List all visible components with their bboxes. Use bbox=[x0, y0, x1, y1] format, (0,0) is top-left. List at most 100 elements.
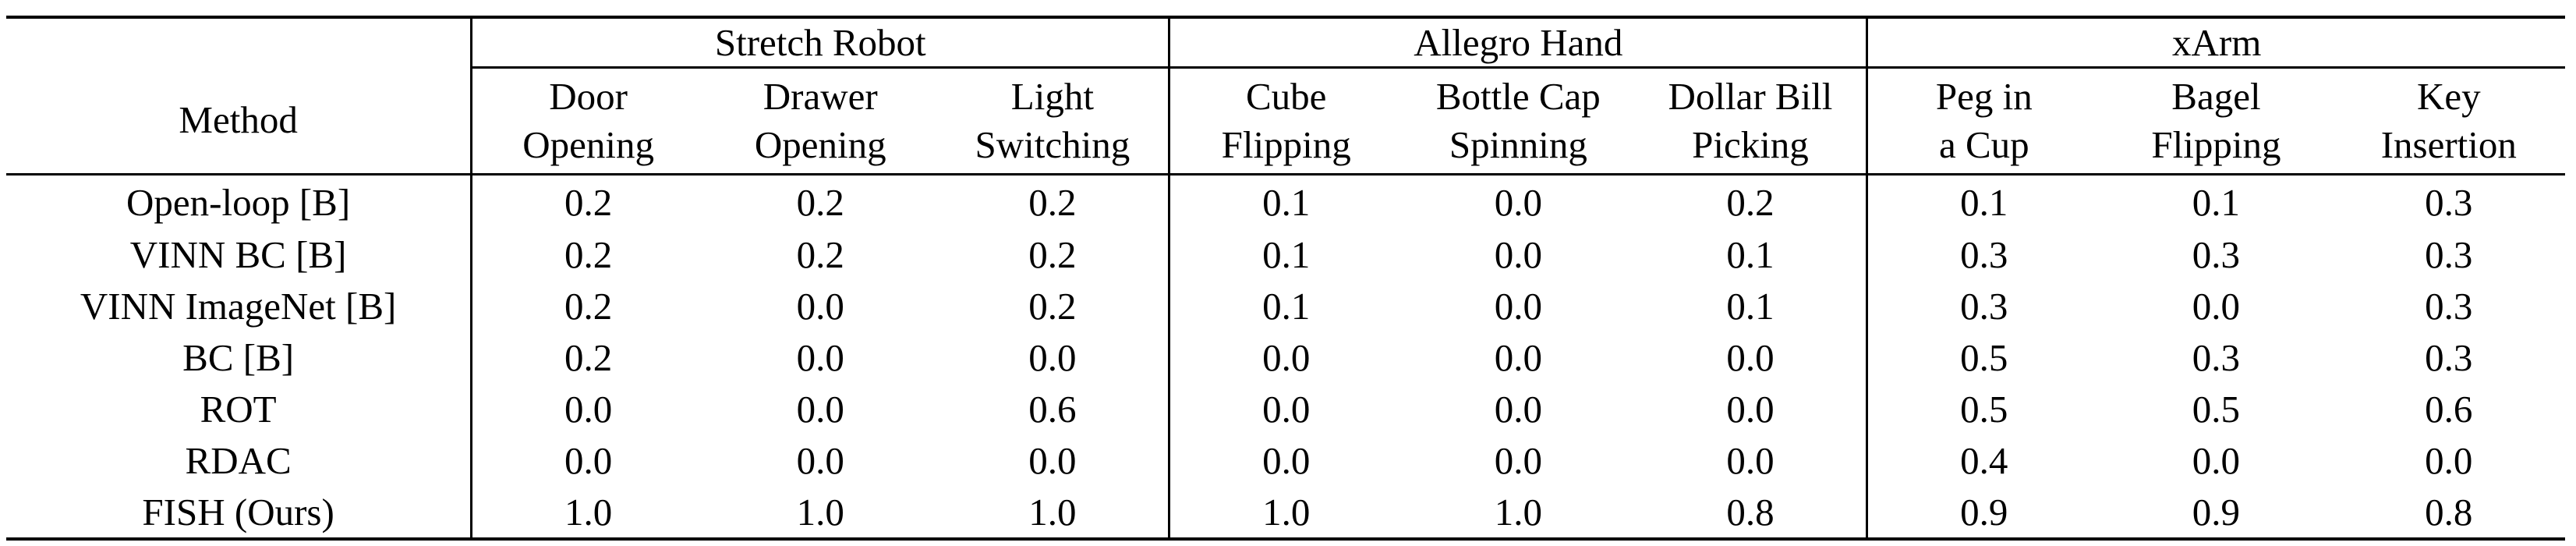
success-rate-cell: 0.0 bbox=[1634, 332, 1869, 383]
success-rate-cell: 0.1 bbox=[1634, 229, 1869, 280]
task-header-line: Flipping bbox=[1221, 123, 1351, 166]
task-header-cube-flipping: Cube Flipping bbox=[1169, 68, 1402, 175]
task-header-line: Bagel bbox=[2171, 75, 2261, 118]
task-header-bagel-flipping: Bagel Flipping bbox=[2100, 68, 2332, 175]
method-name-cell: VINN ImageNet [B] bbox=[6, 280, 473, 332]
task-header-bottle-cap-spinning: Bottle Cap Spinning bbox=[1402, 68, 1634, 175]
success-rate-cell: 0.5 bbox=[2192, 387, 2241, 431]
success-rate-cell: 0.0 bbox=[1634, 434, 1869, 486]
task-header-line: Light bbox=[1010, 75, 1094, 118]
success-rate-cell: 0.2 bbox=[564, 180, 613, 224]
success-rate-cell: 0.8 bbox=[2425, 490, 2473, 534]
table-body: Open-loop [B] 0.2 0.2 0.2 0.1 0.0 0.2 0.1 0.1 0.3… bbox=[6, 174, 2565, 539]
method-name-cell: FISH (Ours) bbox=[6, 486, 473, 539]
task-header-line: Key bbox=[2416, 75, 2481, 118]
success-rate-cell: 0.0 bbox=[936, 434, 1171, 486]
success-rate-cell: 0.3 bbox=[2425, 232, 2473, 276]
success-rate-cell: 0.1 bbox=[1262, 232, 1311, 276]
success-rate-cell: 0.2 bbox=[936, 229, 1171, 280]
task-header-line: Cube bbox=[1246, 75, 1327, 118]
success-rate-cell: 0.0 bbox=[1262, 387, 1311, 431]
task-header-line: Spinning bbox=[1449, 123, 1587, 166]
success-rate-cell: 1.0 bbox=[936, 486, 1171, 539]
task-header-light-switching: Light Switching bbox=[936, 67, 1171, 175]
task-header-line: Opening bbox=[754, 123, 886, 166]
success-rate-cell: 0.0 bbox=[796, 335, 844, 379]
success-rate-cell: 0.1 bbox=[1262, 180, 1311, 224]
success-rate-cell: 0.0 bbox=[1494, 232, 1542, 276]
success-rate-cell: 0.2 bbox=[936, 174, 1171, 229]
success-rate-cell: 1.0 bbox=[1262, 490, 1311, 534]
success-rate-cell: 0.0 bbox=[1494, 284, 1542, 328]
task-header-dollar-bill-picking: Dollar Bill Picking bbox=[1634, 67, 1869, 175]
task-header-line: Opening bbox=[522, 123, 655, 166]
success-rate-cell: 0.0 bbox=[1494, 387, 1542, 431]
success-rate-cell: 0.1 bbox=[1262, 284, 1311, 328]
success-rate-cell: 0.0 bbox=[796, 284, 844, 328]
success-rate-cell: 0.1 bbox=[2192, 180, 2241, 224]
success-rate-cell: 0.2 bbox=[1634, 174, 1869, 229]
success-rate-cell: 0.3 bbox=[2192, 335, 2241, 379]
group-header-stretch-robot: Stretch Robot bbox=[471, 17, 1171, 69]
success-rate-cell: 0.2 bbox=[564, 284, 613, 328]
success-rate-cell: 0.2 bbox=[796, 232, 844, 276]
success-rate-cell: 0.0 bbox=[564, 387, 613, 431]
task-header-line: Door bbox=[549, 75, 628, 118]
success-rate-cell: 0.0 bbox=[1494, 438, 1542, 482]
success-rate-cell: 0.0 bbox=[796, 387, 844, 431]
method-name-cell: Open-loop [B] bbox=[6, 174, 473, 229]
task-header-drawer-opening: Drawer Opening bbox=[704, 68, 936, 175]
success-rate-cell: 1.0 bbox=[796, 490, 844, 534]
success-rate-cell: 0.0 bbox=[2192, 284, 2241, 328]
success-rate-cell: 0.0 bbox=[796, 438, 844, 482]
success-rate-cell: 0.5 bbox=[1960, 335, 2008, 379]
group-header-row: Stretch Robot Allegro Hand xArm bbox=[6, 17, 2565, 69]
header-blank-cell bbox=[6, 17, 473, 68]
table-row: ROT 0.0 0.0 0.6 0.0 0.0 0.0 0.5 0.5 0.6 bbox=[6, 383, 2565, 434]
success-rate-cell: 0.0 bbox=[1262, 438, 1311, 482]
success-rate-cell: 0.3 bbox=[2192, 232, 2241, 276]
success-rate-cell: 0.2 bbox=[564, 232, 613, 276]
table-row: Open-loop [B] 0.2 0.2 0.2 0.1 0.0 0.2 0.1 0.1 0.3 bbox=[6, 174, 2565, 229]
success-rate-cell: 0.3 bbox=[2425, 284, 2473, 328]
table-row: VINN BC [B] 0.2 0.2 0.2 0.1 0.0 0.1 0.3 0.3 0.3 bbox=[6, 229, 2565, 280]
success-rate-cell: 0.1 bbox=[1960, 180, 2008, 224]
task-header-row: Method Door Opening Drawer Opening Light… bbox=[6, 67, 2565, 175]
group-header-xarm: xArm bbox=[1867, 17, 2565, 69]
method-name-cell: BC [B] bbox=[6, 332, 473, 383]
success-rate-cell: 0.9 bbox=[1960, 490, 2008, 534]
task-header-door-opening: Door Opening bbox=[472, 68, 704, 175]
success-rate-cell: 0.3 bbox=[2425, 335, 2473, 379]
task-header-line: Dollar Bill bbox=[1668, 75, 1833, 118]
task-header-line: Drawer bbox=[763, 75, 878, 118]
success-rate-cell: 0.0 bbox=[2425, 438, 2473, 482]
success-rate-cell: 0.0 bbox=[1494, 335, 1542, 379]
success-rate-cell: 0.8 bbox=[1634, 486, 1869, 539]
task-header-line: Bottle Cap bbox=[1435, 75, 1601, 118]
table-row: FISH (Ours) 1.0 1.0 1.0 1.0 1.0 0.8 0.9 0.9 0.8 bbox=[6, 486, 2565, 539]
task-header-peg-in-a-cup: Peg in a Cup bbox=[1867, 68, 2100, 175]
success-rate-cell: 1.0 bbox=[564, 490, 613, 534]
table-row: RDAC 0.0 0.0 0.0 0.0 0.0 0.0 0.4 0.0 0.0 bbox=[6, 434, 2565, 486]
group-header-allegro-hand: Allegro Hand bbox=[1169, 17, 1869, 69]
success-rate-cell: 0.0 bbox=[936, 332, 1171, 383]
success-rate-cell: 0.6 bbox=[936, 383, 1171, 434]
method-name-cell: RDAC bbox=[6, 434, 473, 486]
method-name-cell: VINN BC [B] bbox=[6, 229, 473, 280]
table-row: BC [B] 0.2 0.0 0.0 0.0 0.0 0.0 0.5 0.3 0.3 bbox=[6, 332, 2565, 383]
task-header-line: Picking bbox=[1692, 123, 1809, 166]
task-header-line: Peg in bbox=[1935, 75, 2033, 118]
method-name-cell: ROT bbox=[6, 383, 473, 434]
success-rate-cell: 0.1 bbox=[1634, 280, 1869, 332]
task-header-line: Flipping bbox=[2151, 123, 2281, 166]
task-header-line: Insertion bbox=[2380, 123, 2517, 166]
success-rate-cell: 0.0 bbox=[2192, 438, 2241, 482]
task-header-line: a Cup bbox=[1938, 123, 2029, 166]
success-rate-cell: 1.0 bbox=[1494, 490, 1542, 534]
table-row: VINN ImageNet [B] 0.2 0.0 0.2 0.1 0.0 0.1 0.3 0.… bbox=[6, 280, 2565, 332]
success-rate-cell: 0.9 bbox=[2192, 490, 2241, 534]
success-rate-cell: 0.6 bbox=[2425, 387, 2473, 431]
success-rate-cell: 0.4 bbox=[1960, 438, 2008, 482]
success-rate-cell: 0.0 bbox=[1494, 180, 1542, 224]
success-rate-cell: 0.3 bbox=[1960, 232, 2008, 276]
